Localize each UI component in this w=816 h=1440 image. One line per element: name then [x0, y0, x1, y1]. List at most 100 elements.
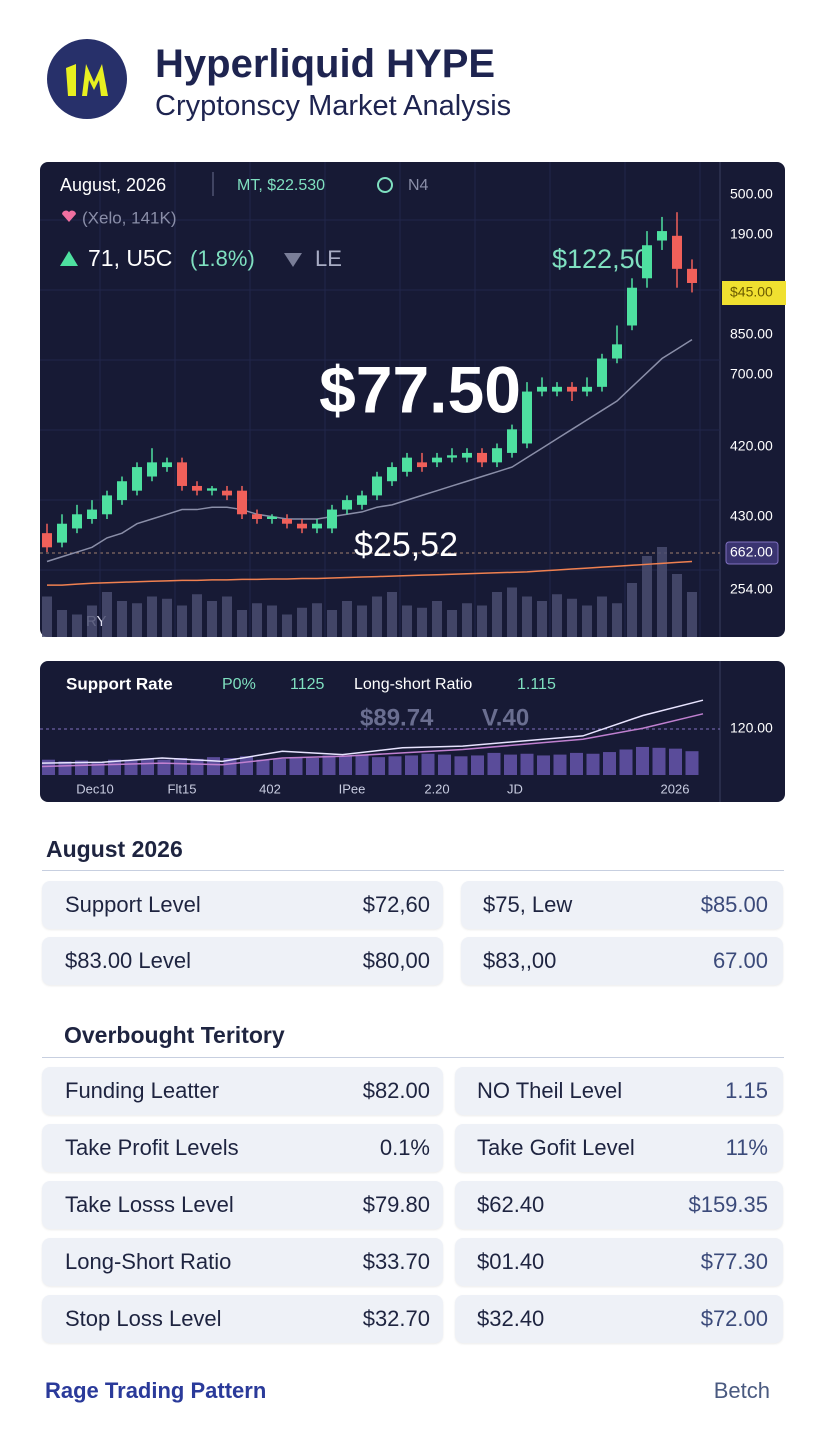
volume-bar	[537, 601, 547, 637]
price-tag	[722, 281, 786, 305]
indicator-bar	[586, 753, 600, 775]
down-arrow	[284, 253, 302, 267]
volume-bar	[207, 601, 217, 637]
volume-bar	[222, 596, 232, 637]
indicator-bar	[372, 757, 385, 775]
indicator-bar	[504, 754, 517, 775]
row-card	[42, 1124, 443, 1172]
candle-body	[372, 476, 382, 496]
indicator-bar	[405, 755, 418, 775]
row-card	[455, 1067, 783, 1115]
volume-bar	[477, 605, 487, 637]
indicator-bar	[603, 752, 616, 775]
candle-body	[402, 457, 412, 472]
y-axis-label: 500.00	[730, 186, 773, 202]
indicator-bar	[223, 758, 237, 775]
candle-body	[57, 523, 67, 543]
volume-bar	[192, 594, 202, 637]
moving-average	[47, 560, 693, 586]
candle-body	[612, 344, 622, 359]
candle-body	[147, 462, 157, 477]
cell-text: $33.70	[362, 1249, 430, 1274]
cell-text: $85.00	[700, 892, 768, 917]
indicator-bar	[471, 755, 484, 775]
indicator-bar	[58, 761, 72, 775]
volume-bar	[567, 598, 577, 637]
candle-body	[432, 457, 442, 463]
support-label: Support Rate	[66, 674, 173, 693]
price: $77.50	[319, 352, 521, 426]
candle-body	[327, 509, 337, 529]
row-card	[42, 1295, 443, 1343]
indicator-bar	[108, 759, 121, 775]
cell-text: 0.1%	[379, 1135, 430, 1160]
volume-bar	[582, 605, 592, 637]
candle-body	[267, 516, 277, 519]
change-pct: (1.8%)	[190, 246, 255, 271]
volume-bar	[312, 603, 322, 637]
candle-body	[117, 481, 127, 501]
y-axis-label: 430.00	[730, 508, 773, 524]
indicator-line	[41, 713, 704, 768]
volume-bar	[657, 547, 667, 637]
candle-body	[492, 448, 502, 463]
grid	[40, 162, 720, 637]
candle-body	[132, 467, 142, 491]
volume-bar	[252, 603, 262, 637]
y-axis-label: 700.00	[730, 366, 773, 382]
indicator-bar	[438, 754, 451, 775]
candle-body	[552, 386, 562, 392]
y-axis-label: $45.00	[730, 284, 773, 300]
indicator-bar	[174, 758, 187, 775]
moving-average	[46, 339, 693, 563]
candle-body	[507, 429, 517, 453]
candle-body	[252, 514, 262, 519]
support-value: P0%	[222, 676, 256, 693]
volume-bar	[432, 601, 442, 637]
change: 71, U5C	[88, 245, 172, 271]
candle-body	[192, 485, 202, 491]
volume-bar	[147, 596, 157, 637]
volume-bar	[237, 610, 247, 637]
indicator-bar	[42, 759, 55, 775]
candle-body	[222, 490, 232, 496]
volume-bar	[462, 603, 472, 637]
cell-text: Stop Loss Level	[65, 1306, 222, 1331]
cell-text: 67.00	[712, 948, 768, 973]
x-axis-label: 402	[259, 781, 281, 796]
candle-body	[582, 386, 592, 392]
cell-text: $62.40	[477, 1192, 545, 1217]
volume-bar	[417, 607, 427, 637]
candle-body	[342, 500, 352, 510]
y-axis-label: 662.00	[730, 544, 773, 560]
indicator-chart: Support Rate P0% 1125 Long-short Ratio 1…	[40, 661, 785, 802]
indicator-bar	[190, 758, 204, 775]
footer-link: Betch	[713, 1378, 770, 1403]
cell-text: Take Profit Levels	[65, 1135, 239, 1160]
cell-text: Long-Short Ratio	[65, 1249, 232, 1274]
volume-bar	[447, 610, 457, 637]
indicator-bar	[240, 756, 253, 775]
row-card	[455, 1295, 783, 1343]
volume-bar	[327, 610, 337, 637]
indicator-bar	[636, 746, 649, 775]
cell-text: $32.40	[477, 1306, 545, 1331]
volume-bar	[102, 592, 112, 637]
candle-body	[642, 245, 652, 279]
indicator-bar	[289, 757, 303, 775]
candle-body	[102, 495, 112, 515]
indicator-bar	[454, 756, 468, 775]
cell-text: $79.80	[362, 1192, 430, 1217]
meta: (Xelo, 141K)	[82, 208, 177, 227]
indicator-bar	[685, 751, 699, 775]
indicator-bar	[652, 747, 666, 775]
candle-body	[627, 287, 637, 326]
volume-bar	[42, 596, 52, 637]
volume-bar	[642, 556, 652, 637]
volume-bar	[372, 596, 382, 637]
logo	[47, 39, 127, 119]
row-card	[455, 1238, 783, 1286]
row-card	[461, 937, 783, 985]
indicator-bar	[124, 760, 138, 775]
